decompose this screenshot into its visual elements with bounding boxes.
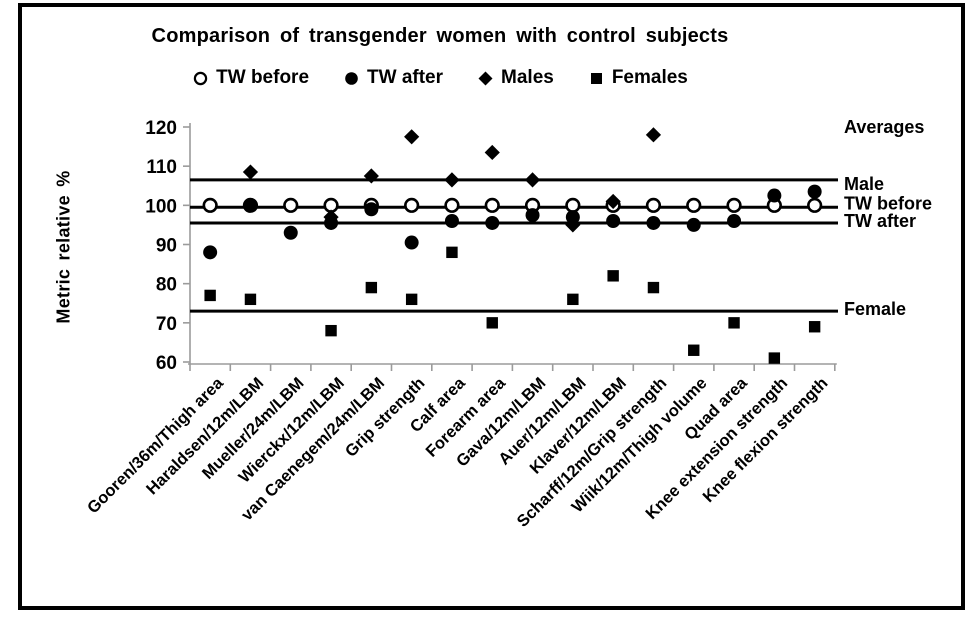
y-tick-label: 120: [145, 118, 177, 139]
avg-line-label-tw-after: TW after: [844, 211, 916, 231]
marker-females: [486, 317, 498, 329]
y-axis-title: Metric relative %: [53, 170, 74, 324]
marker-tw-after: [646, 215, 661, 230]
marker-tw-after: [283, 225, 298, 240]
marker-females: [567, 293, 579, 306]
y-tick-label: 80: [156, 275, 177, 296]
marker-females: [244, 293, 257, 306]
legend-label: Females: [611, 67, 688, 88]
marker-tw-before: [283, 197, 299, 213]
marker-tw-before: [726, 197, 742, 213]
chart-title: Comparison of transgender women with con…: [151, 25, 729, 47]
marker-females: [405, 293, 418, 306]
marker-tw-before: [686, 197, 702, 213]
marker-tw-after: [324, 215, 339, 230]
marker-tw-before: [565, 197, 581, 213]
marker-females: [728, 317, 740, 329]
legend-label: TW after: [367, 67, 444, 88]
marker-females: [325, 324, 337, 337]
marker-females: [446, 246, 458, 259]
marker-tw-after: [203, 245, 218, 260]
marker-females: [768, 352, 781, 364]
y-tick-label: 60: [156, 353, 177, 374]
marker-males: [645, 127, 662, 143]
legend-label: TW before: [216, 67, 310, 88]
marker-males: [484, 144, 500, 161]
marker-tw-after: [807, 184, 822, 199]
marker-tw-after: [565, 210, 580, 225]
avg-line-label-tw-before: TW before: [844, 193, 932, 213]
figure-border: [18, 3, 965, 610]
marker-males: [524, 172, 541, 188]
marker-males: [444, 172, 460, 188]
legend-item-females: Females: [588, 67, 688, 89]
marker-females: [688, 344, 700, 356]
marker-tw-before: [807, 197, 823, 213]
marker-females: [365, 281, 378, 294]
legend-item-tw-after: TW after: [343, 67, 443, 89]
marker-tw-before: [202, 197, 218, 213]
averages-heading: Averages: [844, 117, 925, 137]
marker-tw-after: [404, 235, 419, 250]
marker-tw-after: [243, 198, 258, 213]
marker-tw-after: [525, 208, 540, 223]
marker-females: [204, 289, 216, 302]
marker-males: [242, 164, 259, 180]
marker-tw-after: [606, 214, 621, 228]
marker-males: [404, 129, 420, 145]
marker-tw-before: [645, 197, 662, 213]
legend-filled-circle-icon: [345, 71, 358, 85]
avg-line-label-male: Male: [844, 174, 884, 194]
marker-tw-after: [727, 214, 742, 228]
marker-tw-after: [686, 217, 701, 232]
marker-tw-before: [444, 197, 460, 213]
y-tick-label: 100: [145, 196, 177, 217]
marker-tw-after: [444, 214, 459, 228]
marker-males: [605, 193, 621, 210]
legend-label: Males: [501, 67, 554, 88]
marker-tw-after: [364, 202, 379, 217]
marker-tw-after: [767, 188, 782, 203]
legend-item-tw-before: TW before: [192, 67, 309, 89]
y-tick-label: 70: [156, 314, 177, 335]
marker-tw-after: [485, 215, 500, 230]
marker-males: [363, 168, 379, 184]
legend: TW before TW after Males Females: [130, 67, 750, 89]
y-tick-label: 110: [146, 157, 177, 178]
marker-females: [607, 270, 619, 282]
marker-tw-before: [404, 197, 420, 213]
avg-line-label-female: Female: [844, 299, 906, 319]
y-tick-label: 90: [156, 236, 177, 257]
legend-diamond-icon: [478, 71, 493, 85]
marker-females: [647, 281, 660, 294]
legend-item-males: Males: [477, 67, 554, 89]
legend-open-circle-icon: [193, 71, 208, 85]
marker-tw-before: [484, 197, 500, 213]
marker-females: [808, 321, 821, 333]
legend-square-icon: [590, 72, 602, 84]
